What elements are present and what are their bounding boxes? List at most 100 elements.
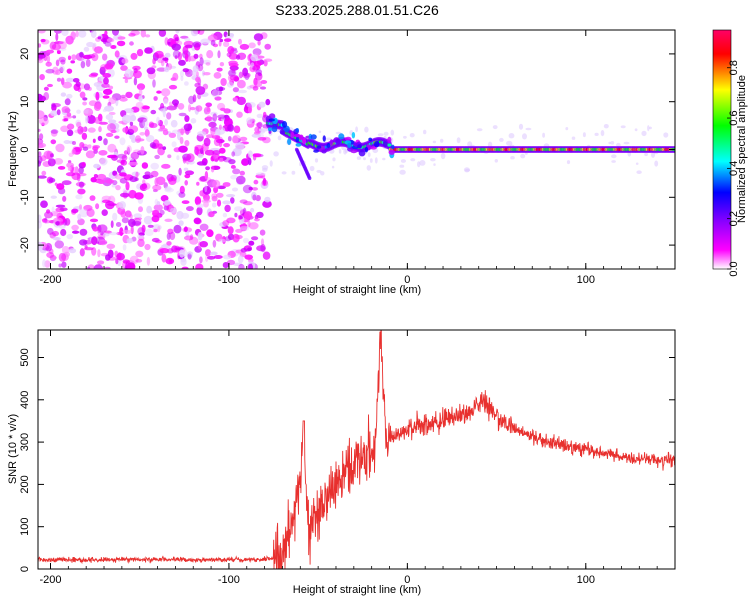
noise-blob bbox=[85, 59, 91, 67]
noise-blob bbox=[184, 53, 189, 62]
noise-blob bbox=[158, 30, 167, 37]
faint-blob bbox=[367, 152, 371, 157]
noise-blob bbox=[128, 161, 139, 166]
noise-blob bbox=[251, 187, 258, 191]
faint-blob bbox=[374, 157, 378, 164]
noise-blob bbox=[183, 167, 189, 171]
noise-blob bbox=[197, 153, 204, 159]
noise-blob bbox=[184, 81, 189, 86]
faint-blob bbox=[522, 133, 527, 140]
noise-blob bbox=[38, 142, 47, 148]
noise-blob bbox=[49, 41, 57, 50]
colorbar-tick-label: 0.8 bbox=[728, 60, 740, 75]
noise-blob bbox=[146, 67, 156, 75]
noise-blob bbox=[156, 176, 166, 186]
noise-blob bbox=[115, 222, 122, 227]
noise-blob bbox=[237, 79, 246, 89]
noise-blob bbox=[102, 95, 110, 99]
faint-blob bbox=[316, 169, 322, 173]
faint-blob bbox=[611, 160, 616, 163]
noise-blob bbox=[232, 134, 241, 140]
noise-blob bbox=[144, 171, 151, 176]
noise-blob bbox=[120, 94, 126, 99]
noise-blob bbox=[172, 99, 179, 106]
noise-blob bbox=[230, 197, 235, 204]
noise-blob bbox=[138, 206, 143, 213]
transition-blob bbox=[382, 141, 388, 148]
noise-blob bbox=[175, 30, 180, 34]
colorbar-label: Normalized spectral amplitude bbox=[736, 75, 748, 223]
noise-blob bbox=[243, 237, 249, 244]
snr-axes: -200 -100 0 100 0 100 200 300 400 500 bbox=[19, 329, 676, 586]
noise-blob bbox=[220, 107, 226, 112]
noise-blob bbox=[139, 132, 146, 136]
noise-blob bbox=[228, 33, 235, 37]
transition-blob bbox=[329, 139, 334, 147]
faint-blob bbox=[582, 132, 586, 138]
noise-blob bbox=[251, 133, 261, 138]
noise-blob bbox=[178, 191, 186, 198]
spectrogram-y-tick-label: 20 bbox=[19, 48, 31, 60]
noise-blob bbox=[77, 213, 82, 221]
noise-blob bbox=[66, 68, 73, 74]
noise-blob bbox=[126, 146, 131, 156]
noise-blob bbox=[103, 138, 108, 146]
noise-blob bbox=[98, 150, 108, 156]
transition-blob bbox=[370, 146, 377, 150]
noise-blob bbox=[164, 186, 172, 192]
noise-blob bbox=[57, 166, 66, 170]
noise-blob bbox=[51, 206, 55, 214]
transition-blob bbox=[388, 149, 395, 155]
noise-blob bbox=[151, 215, 160, 223]
noise-blob bbox=[247, 263, 254, 269]
noise-blob bbox=[157, 225, 161, 233]
transition-blob bbox=[268, 113, 276, 120]
noise-blob bbox=[111, 154, 118, 161]
noise-blob bbox=[161, 163, 171, 169]
noise-blob bbox=[38, 116, 49, 126]
transition-blob bbox=[345, 136, 352, 141]
faint-blob bbox=[520, 153, 526, 159]
faint-blob bbox=[610, 141, 615, 145]
noise-blob bbox=[50, 129, 59, 134]
noise-blob bbox=[161, 253, 167, 263]
noise-blob bbox=[253, 179, 259, 185]
noise-blob bbox=[168, 177, 177, 185]
noise-blob bbox=[180, 258, 187, 266]
noise-blob bbox=[140, 30, 146, 38]
noise-blob bbox=[239, 170, 245, 176]
noise-blob bbox=[177, 51, 182, 61]
noise-blob bbox=[260, 80, 268, 84]
noise-blob bbox=[120, 210, 127, 218]
noise-blob bbox=[187, 252, 192, 260]
noise-blob bbox=[71, 54, 77, 61]
noise-blob bbox=[63, 115, 73, 119]
noise-blob bbox=[60, 59, 66, 65]
noise-blob bbox=[236, 96, 246, 106]
noise-blob bbox=[184, 170, 195, 176]
noise-blob bbox=[135, 171, 139, 178]
noise-blob bbox=[188, 95, 195, 105]
noise-blob bbox=[92, 42, 97, 48]
faint-blob bbox=[309, 165, 315, 172]
faint-blob bbox=[318, 130, 322, 134]
noise-blob bbox=[187, 56, 191, 62]
noise-blob bbox=[85, 150, 95, 159]
noise-blob bbox=[235, 228, 243, 233]
transition-blob bbox=[326, 143, 331, 148]
noise-blob bbox=[160, 195, 169, 202]
noise-blob bbox=[95, 91, 100, 101]
noise-blob bbox=[223, 143, 231, 148]
faint-blob bbox=[542, 132, 545, 138]
faint-blob bbox=[433, 163, 436, 166]
transition-blob bbox=[295, 137, 300, 143]
colorbar-ticks: 0.0 0.2 0.4 0.6 0.8 bbox=[727, 60, 740, 277]
noise-blob bbox=[183, 226, 188, 232]
noise-blob bbox=[218, 238, 226, 243]
noise-blob bbox=[200, 38, 211, 45]
noise-blob bbox=[48, 177, 56, 183]
noise-blob bbox=[116, 40, 126, 47]
noise-blob bbox=[218, 124, 222, 130]
noise-blob bbox=[239, 224, 248, 228]
